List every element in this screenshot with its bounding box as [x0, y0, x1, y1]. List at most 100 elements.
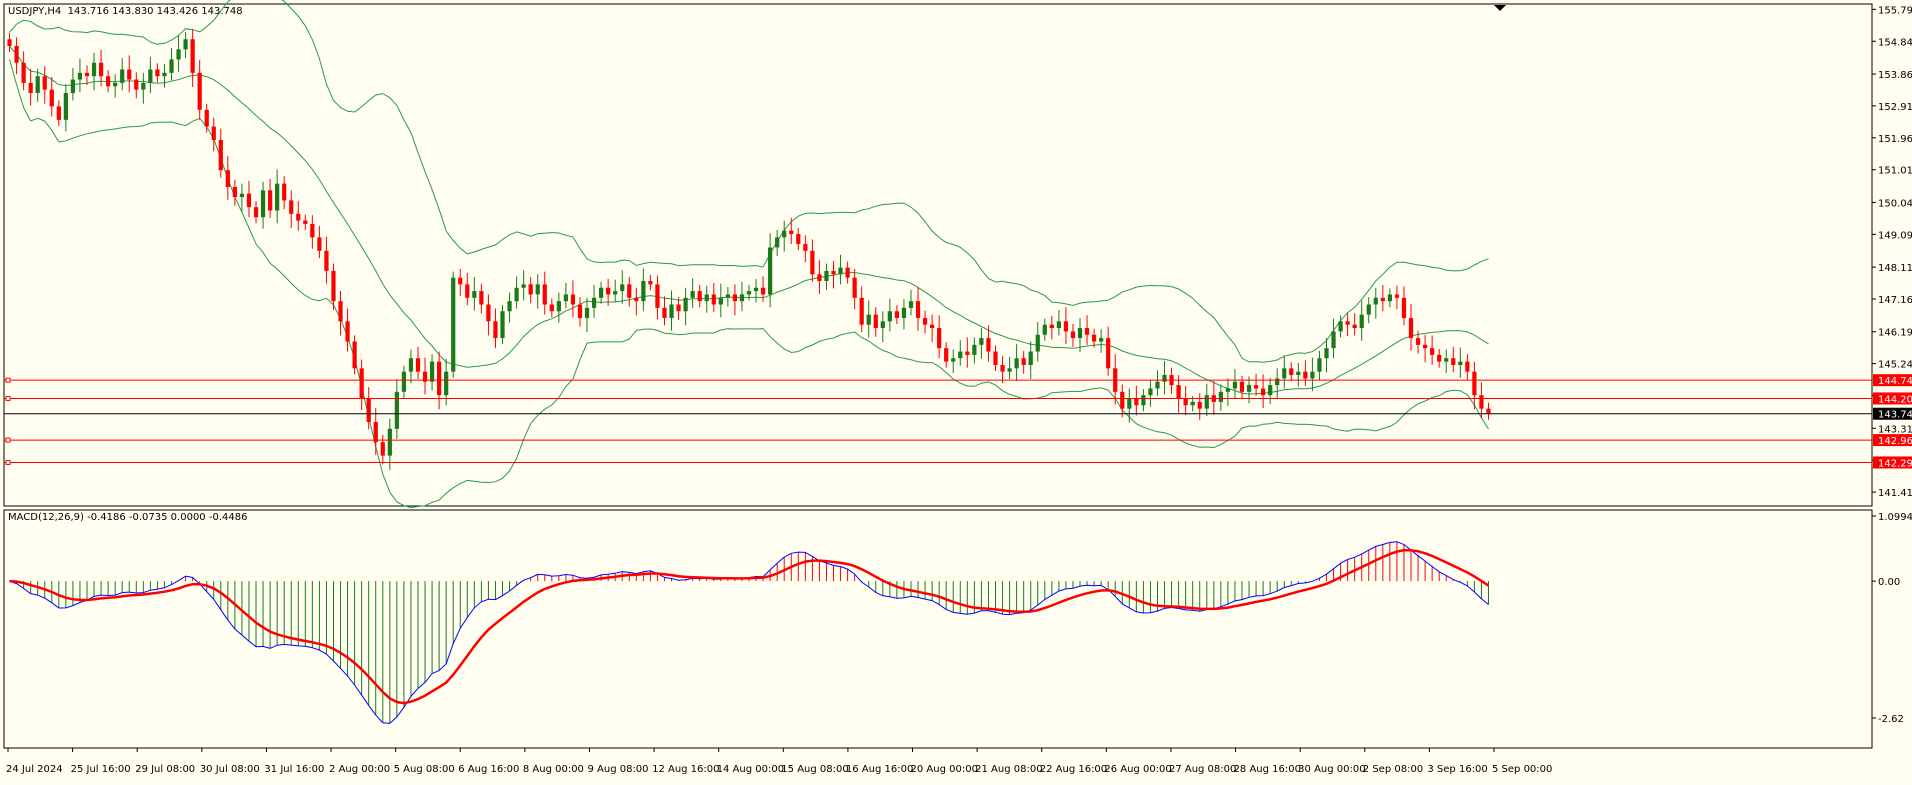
- candle-body: [570, 294, 576, 305]
- bull-candle: [1317, 350, 1322, 381]
- bear-candle: [1430, 335, 1435, 365]
- candle-body: [218, 139, 223, 171]
- bear-candle: [648, 274, 653, 291]
- candle-body: [1422, 344, 1428, 349]
- candle-body: [1415, 338, 1421, 345]
- macd-axis-label: 1.0994: [1878, 512, 1912, 523]
- bull-candle: [824, 263, 829, 290]
- bull-candle: [951, 349, 956, 374]
- macd-line: [9, 541, 1489, 724]
- candle-body: [91, 62, 97, 77]
- candle-body: [852, 277, 857, 298]
- candle-body: [1437, 354, 1442, 362]
- candle-body: [77, 72, 83, 80]
- candle-body: [986, 338, 991, 352]
- bull-candle: [1077, 317, 1083, 353]
- candle-body: [1303, 371, 1308, 379]
- candle-body: [465, 284, 470, 298]
- bull-candle: [394, 379, 399, 439]
- bull-candle: [1310, 357, 1315, 392]
- candle-body: [303, 220, 308, 224]
- candle-body: [1021, 358, 1026, 365]
- bear-candle: [479, 283, 484, 314]
- bear-candle: [922, 310, 928, 334]
- candle-body: [253, 207, 259, 218]
- bear-candle: [662, 296, 667, 326]
- bear-candle: [944, 342, 949, 368]
- candle-body: [1380, 297, 1385, 302]
- bull-candle: [401, 365, 407, 398]
- candle-body: [662, 307, 667, 318]
- bear-candle: [817, 260, 822, 294]
- time-axis-label: 15 Aug 08:00: [781, 764, 848, 775]
- bull-candle: [591, 285, 597, 318]
- candle-body: [324, 250, 329, 271]
- candle-body: [993, 351, 998, 365]
- candle-body: [803, 244, 808, 251]
- bull-candle: [1275, 368, 1280, 400]
- bull-candle: [683, 287, 688, 326]
- candle-body: [1000, 364, 1005, 372]
- candle-body: [141, 82, 146, 90]
- bear-candle: [1070, 324, 1076, 347]
- bear-candle: [134, 72, 139, 99]
- bear-candle: [528, 276, 533, 304]
- bull-candle: [613, 279, 618, 302]
- candle-body: [1387, 294, 1392, 302]
- bull-candle: [451, 271, 456, 378]
- bear-candle: [1289, 362, 1294, 382]
- bull-candle: [1387, 288, 1392, 308]
- candle-body: [1155, 381, 1160, 389]
- candle-body: [1359, 314, 1364, 329]
- candle-body: [951, 358, 956, 362]
- bull-candle: [521, 270, 526, 301]
- bull-candle: [641, 268, 646, 312]
- candle-body: [1261, 388, 1266, 396]
- candle-body: [1127, 398, 1132, 409]
- level-label: 142.296: [1878, 458, 1912, 469]
- candle-body: [211, 126, 216, 140]
- time-axis-label: 5 Aug 08:00: [394, 764, 455, 775]
- candle-body: [542, 284, 547, 305]
- bear-candle: [1345, 312, 1350, 337]
- bull-candle: [169, 47, 174, 81]
- macd-pane-frame: [3, 509, 1873, 749]
- bear-candle: [373, 407, 378, 455]
- level-label-bg: [1873, 392, 1912, 405]
- time-axis-label: 26 Aug 00:00: [1104, 764, 1171, 775]
- bull-candle: [620, 270, 625, 304]
- candle-body: [282, 183, 287, 201]
- bear-candle: [1169, 367, 1174, 394]
- bear-candle: [289, 190, 294, 228]
- candle-body: [648, 281, 653, 285]
- price-axis-label: 148.115: [1878, 263, 1912, 274]
- price-axis-label: 155.790: [1878, 5, 1912, 16]
- bull-candle: [1148, 379, 1153, 407]
- candle-body: [817, 274, 822, 282]
- time-axis-label: 27 Aug 08:00: [1169, 764, 1236, 775]
- bull-candle: [260, 181, 266, 229]
- candle-body: [232, 187, 237, 198]
- bear-candle: [345, 308, 350, 352]
- candle-body: [373, 422, 378, 443]
- candle-body: [1049, 324, 1054, 329]
- candle-body: [444, 371, 449, 396]
- level-label-bg: [1873, 374, 1912, 387]
- candle-body: [1070, 331, 1076, 339]
- candle-body: [190, 39, 195, 73]
- candle-body: [197, 72, 202, 110]
- candle-body: [718, 297, 723, 305]
- candle-body: [1324, 348, 1329, 359]
- bear-candle: [627, 276, 632, 307]
- price-axis-label: 143.315: [1878, 424, 1912, 435]
- candle-body: [1246, 385, 1252, 392]
- candle-body: [972, 344, 977, 355]
- bull-candle: [162, 64, 167, 88]
- bear-candle: [986, 325, 991, 362]
- bear-candle: [634, 287, 639, 316]
- candle-body: [514, 287, 519, 302]
- candle-body: [1176, 385, 1181, 399]
- candle-body: [28, 82, 33, 93]
